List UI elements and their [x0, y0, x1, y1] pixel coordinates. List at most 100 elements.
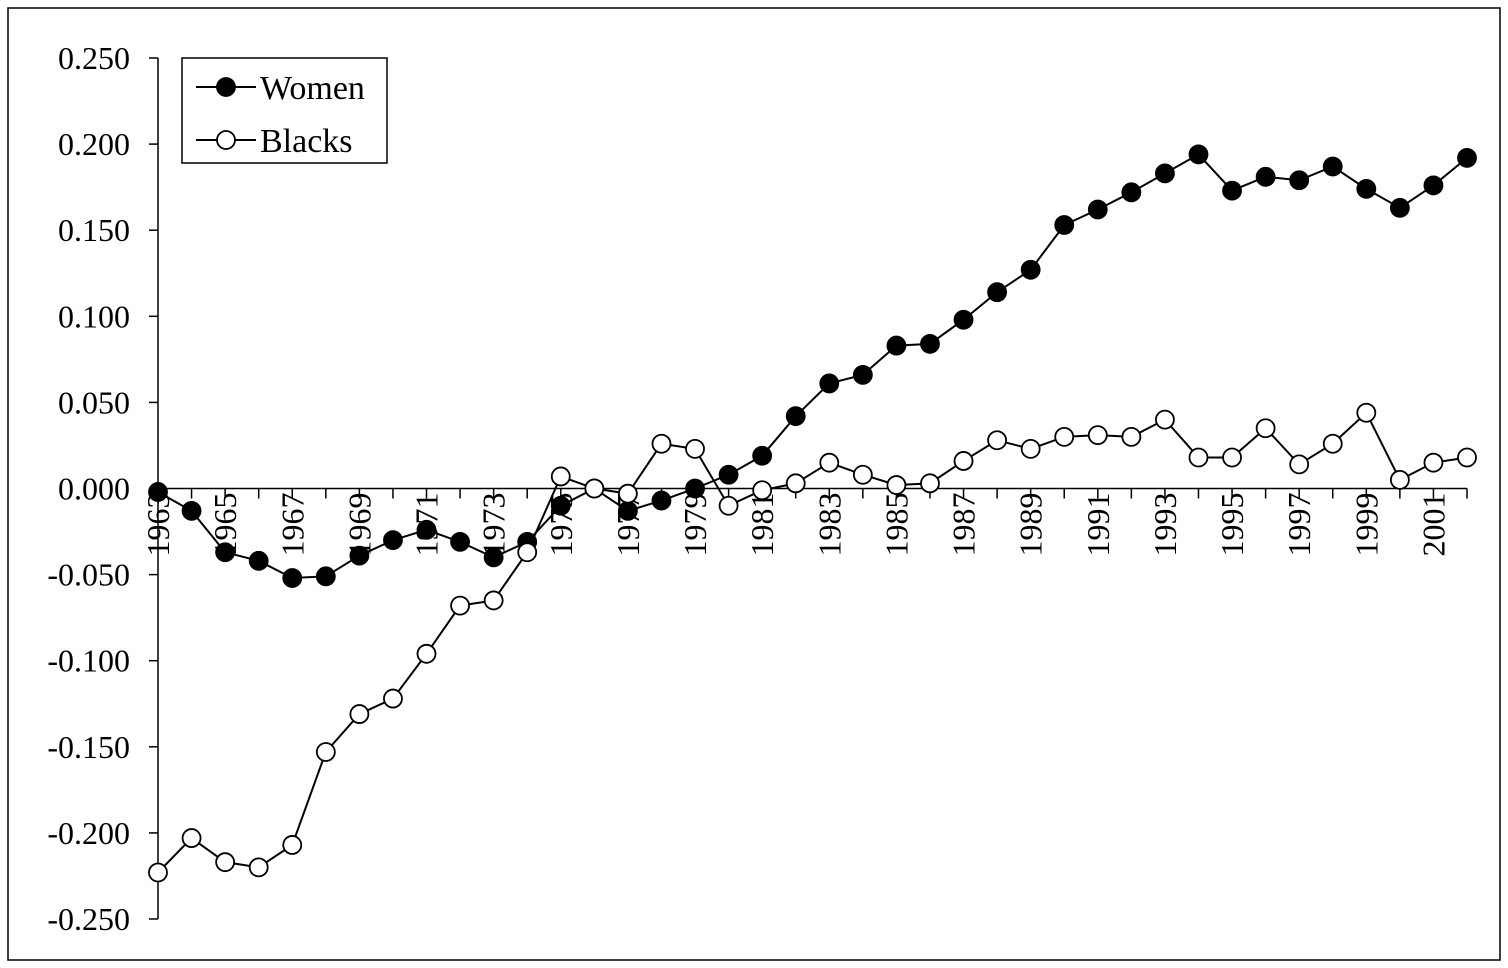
- data-point: [1188, 144, 1209, 165]
- data-point: [1389, 469, 1410, 490]
- data-point: [1322, 433, 1343, 454]
- y-tick-label: 0.100: [58, 298, 130, 334]
- y-tick-label: 0.000: [58, 471, 130, 507]
- data-point: [1457, 447, 1477, 468]
- y-tick-label: -0.100: [47, 643, 130, 679]
- data-point: [953, 451, 974, 471]
- data-point: [685, 478, 705, 499]
- data-point: [181, 828, 202, 848]
- data-point: [1087, 425, 1108, 446]
- data-point: [617, 483, 638, 504]
- data-point: [1457, 147, 1477, 168]
- x-tick-label: 1997: [1281, 493, 1317, 557]
- data-point: [215, 542, 236, 563]
- data-point: [1255, 166, 1276, 187]
- data-point: [718, 495, 739, 516]
- data-point: [651, 433, 672, 454]
- legend-marker: [216, 130, 236, 150]
- chart-border: [7, 7, 1501, 961]
- data-point: [1155, 409, 1175, 430]
- data-point: [1222, 447, 1242, 468]
- x-tick-label: 1993: [1147, 493, 1183, 557]
- data-point: [1155, 163, 1175, 184]
- x-tick-label: 1989: [1013, 493, 1049, 557]
- x-tick-label: 1999: [1348, 493, 1384, 557]
- data-point: [1356, 402, 1377, 423]
- data-point: [282, 835, 303, 855]
- legend-box: [181, 57, 388, 164]
- data-point: [383, 530, 403, 551]
- x-tick-label: 1963: [140, 493, 176, 557]
- data-point: [148, 862, 168, 883]
- legend-label: Women: [260, 70, 365, 107]
- data-point: [920, 473, 940, 494]
- data-point: [450, 531, 470, 552]
- data-point: [1389, 197, 1410, 218]
- y-tick-label: -0.050: [47, 557, 130, 593]
- data-point: [349, 704, 370, 724]
- data-point: [1087, 199, 1108, 220]
- data-point: [617, 500, 638, 521]
- legend: Women Blacks: [181, 57, 388, 164]
- y-tick-label: 0.050: [58, 384, 130, 420]
- data-point: [886, 475, 907, 495]
- data-point: [148, 482, 168, 502]
- data-point: [886, 335, 907, 356]
- x-tick-label: 1973: [476, 492, 512, 556]
- data-point: [752, 445, 773, 466]
- data-point: [383, 688, 403, 709]
- data-point: [651, 490, 672, 511]
- y-tick-label: 0.200: [58, 126, 130, 162]
- x-tick-label: 1981: [744, 493, 780, 557]
- data-point: [987, 430, 1008, 451]
- x-tick-label: 1983: [811, 493, 847, 557]
- x-tick-label: 1995: [1214, 493, 1250, 557]
- data-point: [819, 373, 840, 394]
- data-point: [1356, 178, 1377, 199]
- data-point: [282, 568, 303, 588]
- data-point: [584, 478, 605, 499]
- series-line: [157, 153, 1468, 580]
- data-point: [248, 857, 269, 878]
- data-point: [1020, 438, 1041, 459]
- data-point: [181, 500, 202, 521]
- data-point: [785, 406, 806, 427]
- legend-label: Blacks: [260, 123, 353, 160]
- data-point: [450, 595, 470, 616]
- data-point: [550, 466, 571, 487]
- data-point: [852, 364, 873, 385]
- data-point: [1289, 170, 1310, 191]
- data-point: [1423, 175, 1444, 196]
- data-point: [685, 438, 705, 459]
- x-tick-label: 1979: [677, 493, 713, 557]
- data-point: [785, 473, 806, 494]
- data-point: [953, 309, 974, 330]
- x-tick-label: 1987: [946, 493, 982, 557]
- data-point: [1054, 426, 1075, 447]
- data-point: [517, 542, 538, 563]
- data-point: [1423, 452, 1444, 473]
- data-point: [416, 519, 437, 540]
- data-point: [987, 282, 1008, 303]
- data-point: [315, 742, 336, 762]
- x-tick-label: 2001: [1415, 493, 1451, 557]
- data-point: [349, 545, 370, 566]
- series-line: [157, 411, 1468, 874]
- data-point: [483, 590, 504, 611]
- data-point: [1222, 180, 1242, 201]
- data-point: [1188, 447, 1209, 468]
- x-tick-label: 1967: [274, 493, 310, 557]
- data-point: [718, 464, 739, 485]
- data-point: [315, 566, 336, 587]
- data-point: [248, 550, 269, 571]
- data-point: [1020, 259, 1041, 280]
- data-point: [550, 495, 571, 516]
- data-point: [215, 852, 236, 873]
- y-tick-label: -0.250: [47, 901, 130, 937]
- data-point: [416, 643, 437, 664]
- y-tick-label: 0.250: [58, 40, 130, 76]
- y-tick-label: -0.200: [47, 815, 130, 851]
- legend-marker: [216, 77, 236, 97]
- data-point: [1121, 426, 1142, 447]
